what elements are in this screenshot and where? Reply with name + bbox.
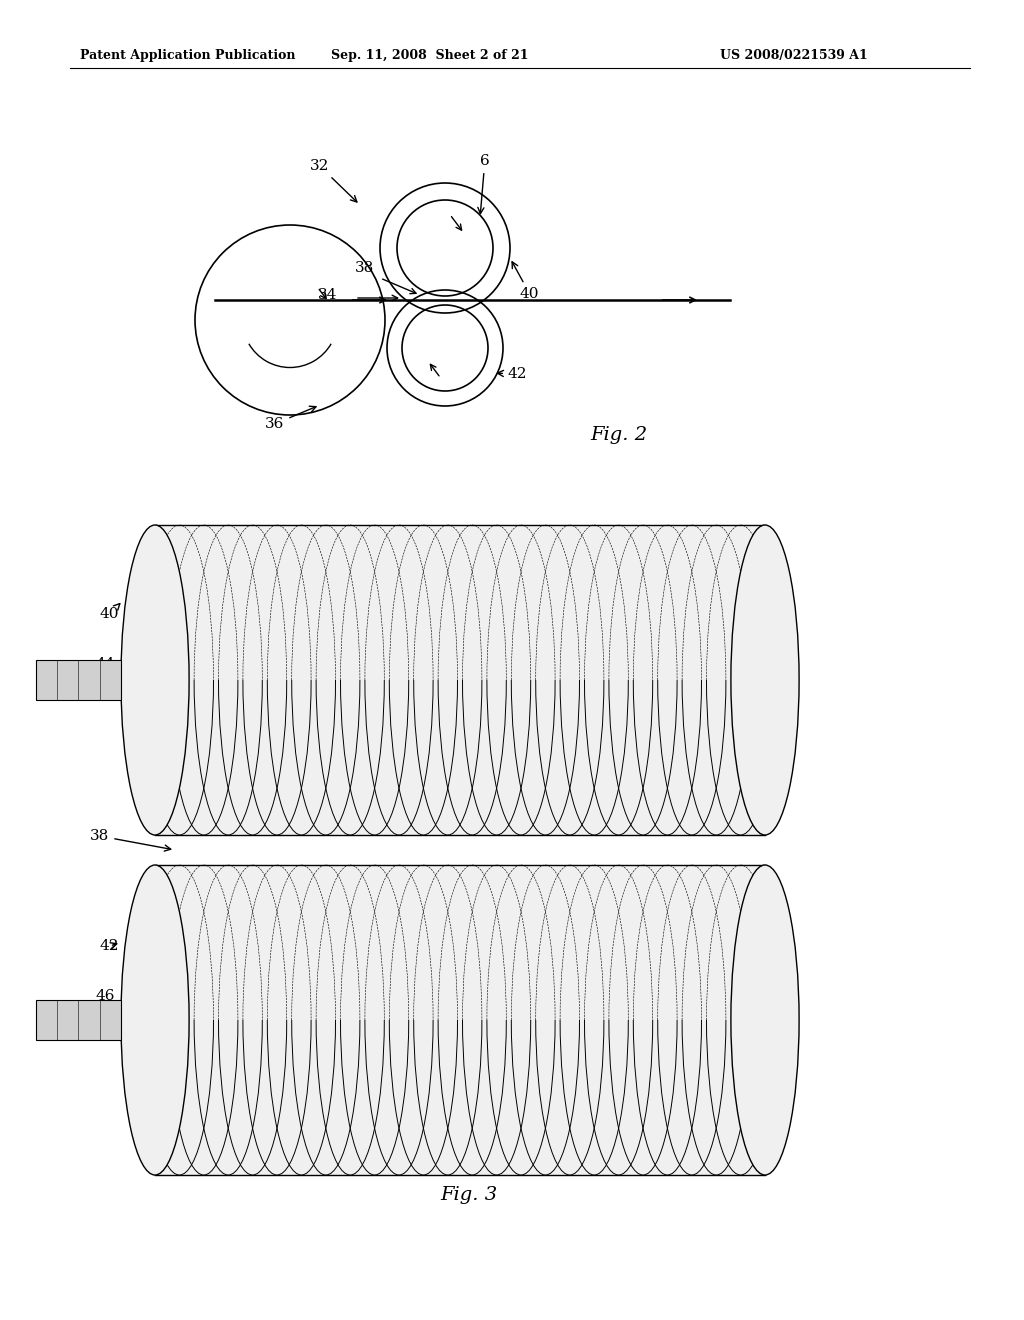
Polygon shape	[155, 525, 765, 836]
Ellipse shape	[121, 865, 189, 1175]
Bar	[36, 999, 121, 1040]
Text: Fig. 2: Fig. 2	[590, 426, 647, 444]
Text: 32: 32	[310, 158, 357, 202]
Ellipse shape	[731, 865, 799, 1175]
Text: 44: 44	[95, 657, 115, 677]
Text: 42: 42	[100, 939, 120, 953]
Text: 46: 46	[95, 989, 115, 1016]
Text: 54: 54	[670, 1078, 777, 1093]
Ellipse shape	[121, 525, 189, 836]
Text: 40: 40	[512, 261, 540, 301]
Text: 36: 36	[265, 407, 316, 432]
Bar	[36, 660, 121, 700]
Text: 40: 40	[100, 603, 120, 620]
Text: 34: 34	[318, 288, 337, 302]
Text: 54: 54	[670, 734, 777, 748]
Text: 52: 52	[597, 549, 670, 645]
Text: 6: 6	[478, 154, 489, 214]
Ellipse shape	[731, 525, 799, 836]
Text: 38: 38	[355, 261, 374, 275]
Text: US 2008/0221539 A1: US 2008/0221539 A1	[720, 49, 867, 62]
Text: 42: 42	[498, 367, 527, 381]
Text: Fig. 3: Fig. 3	[440, 1185, 497, 1204]
Polygon shape	[155, 865, 765, 1175]
Text: 38: 38	[90, 829, 171, 851]
Text: Patent Application Publication: Patent Application Publication	[80, 49, 296, 62]
Text: 52: 52	[633, 888, 689, 970]
Text: Sep. 11, 2008  Sheet 2 of 21: Sep. 11, 2008 Sheet 2 of 21	[331, 49, 528, 62]
